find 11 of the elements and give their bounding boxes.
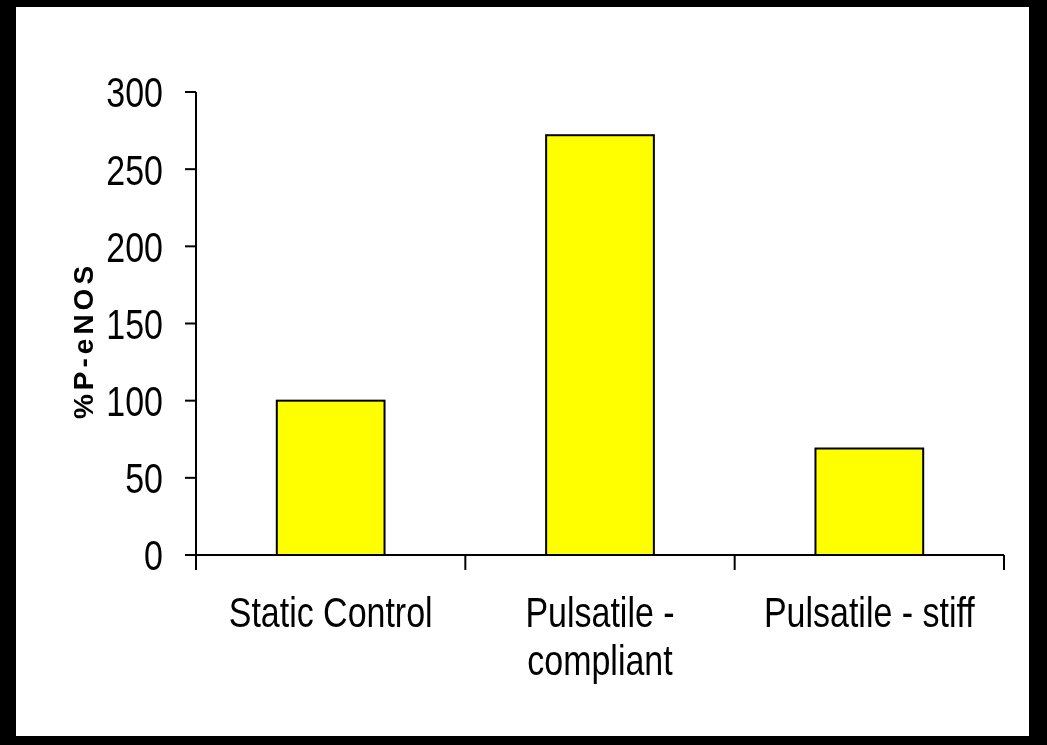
x-tick-label: Pulsatile - stiff [763, 588, 975, 636]
y-tick-label: 300 [106, 68, 163, 117]
y-tick-label: 250 [106, 145, 163, 194]
y-tick-label: 200 [106, 222, 163, 271]
x-tick-label: Static Control [228, 588, 433, 636]
y-tick-label: 150 [106, 300, 163, 348]
y-tick-label: 50 [125, 454, 163, 503]
y-tick-label: 100 [106, 377, 163, 426]
x-tick-label: Pulsatile - compliant [525, 588, 675, 684]
y-axis-title: %P-eNOS [68, 261, 99, 420]
y-tick-label: 0 [144, 531, 163, 580]
